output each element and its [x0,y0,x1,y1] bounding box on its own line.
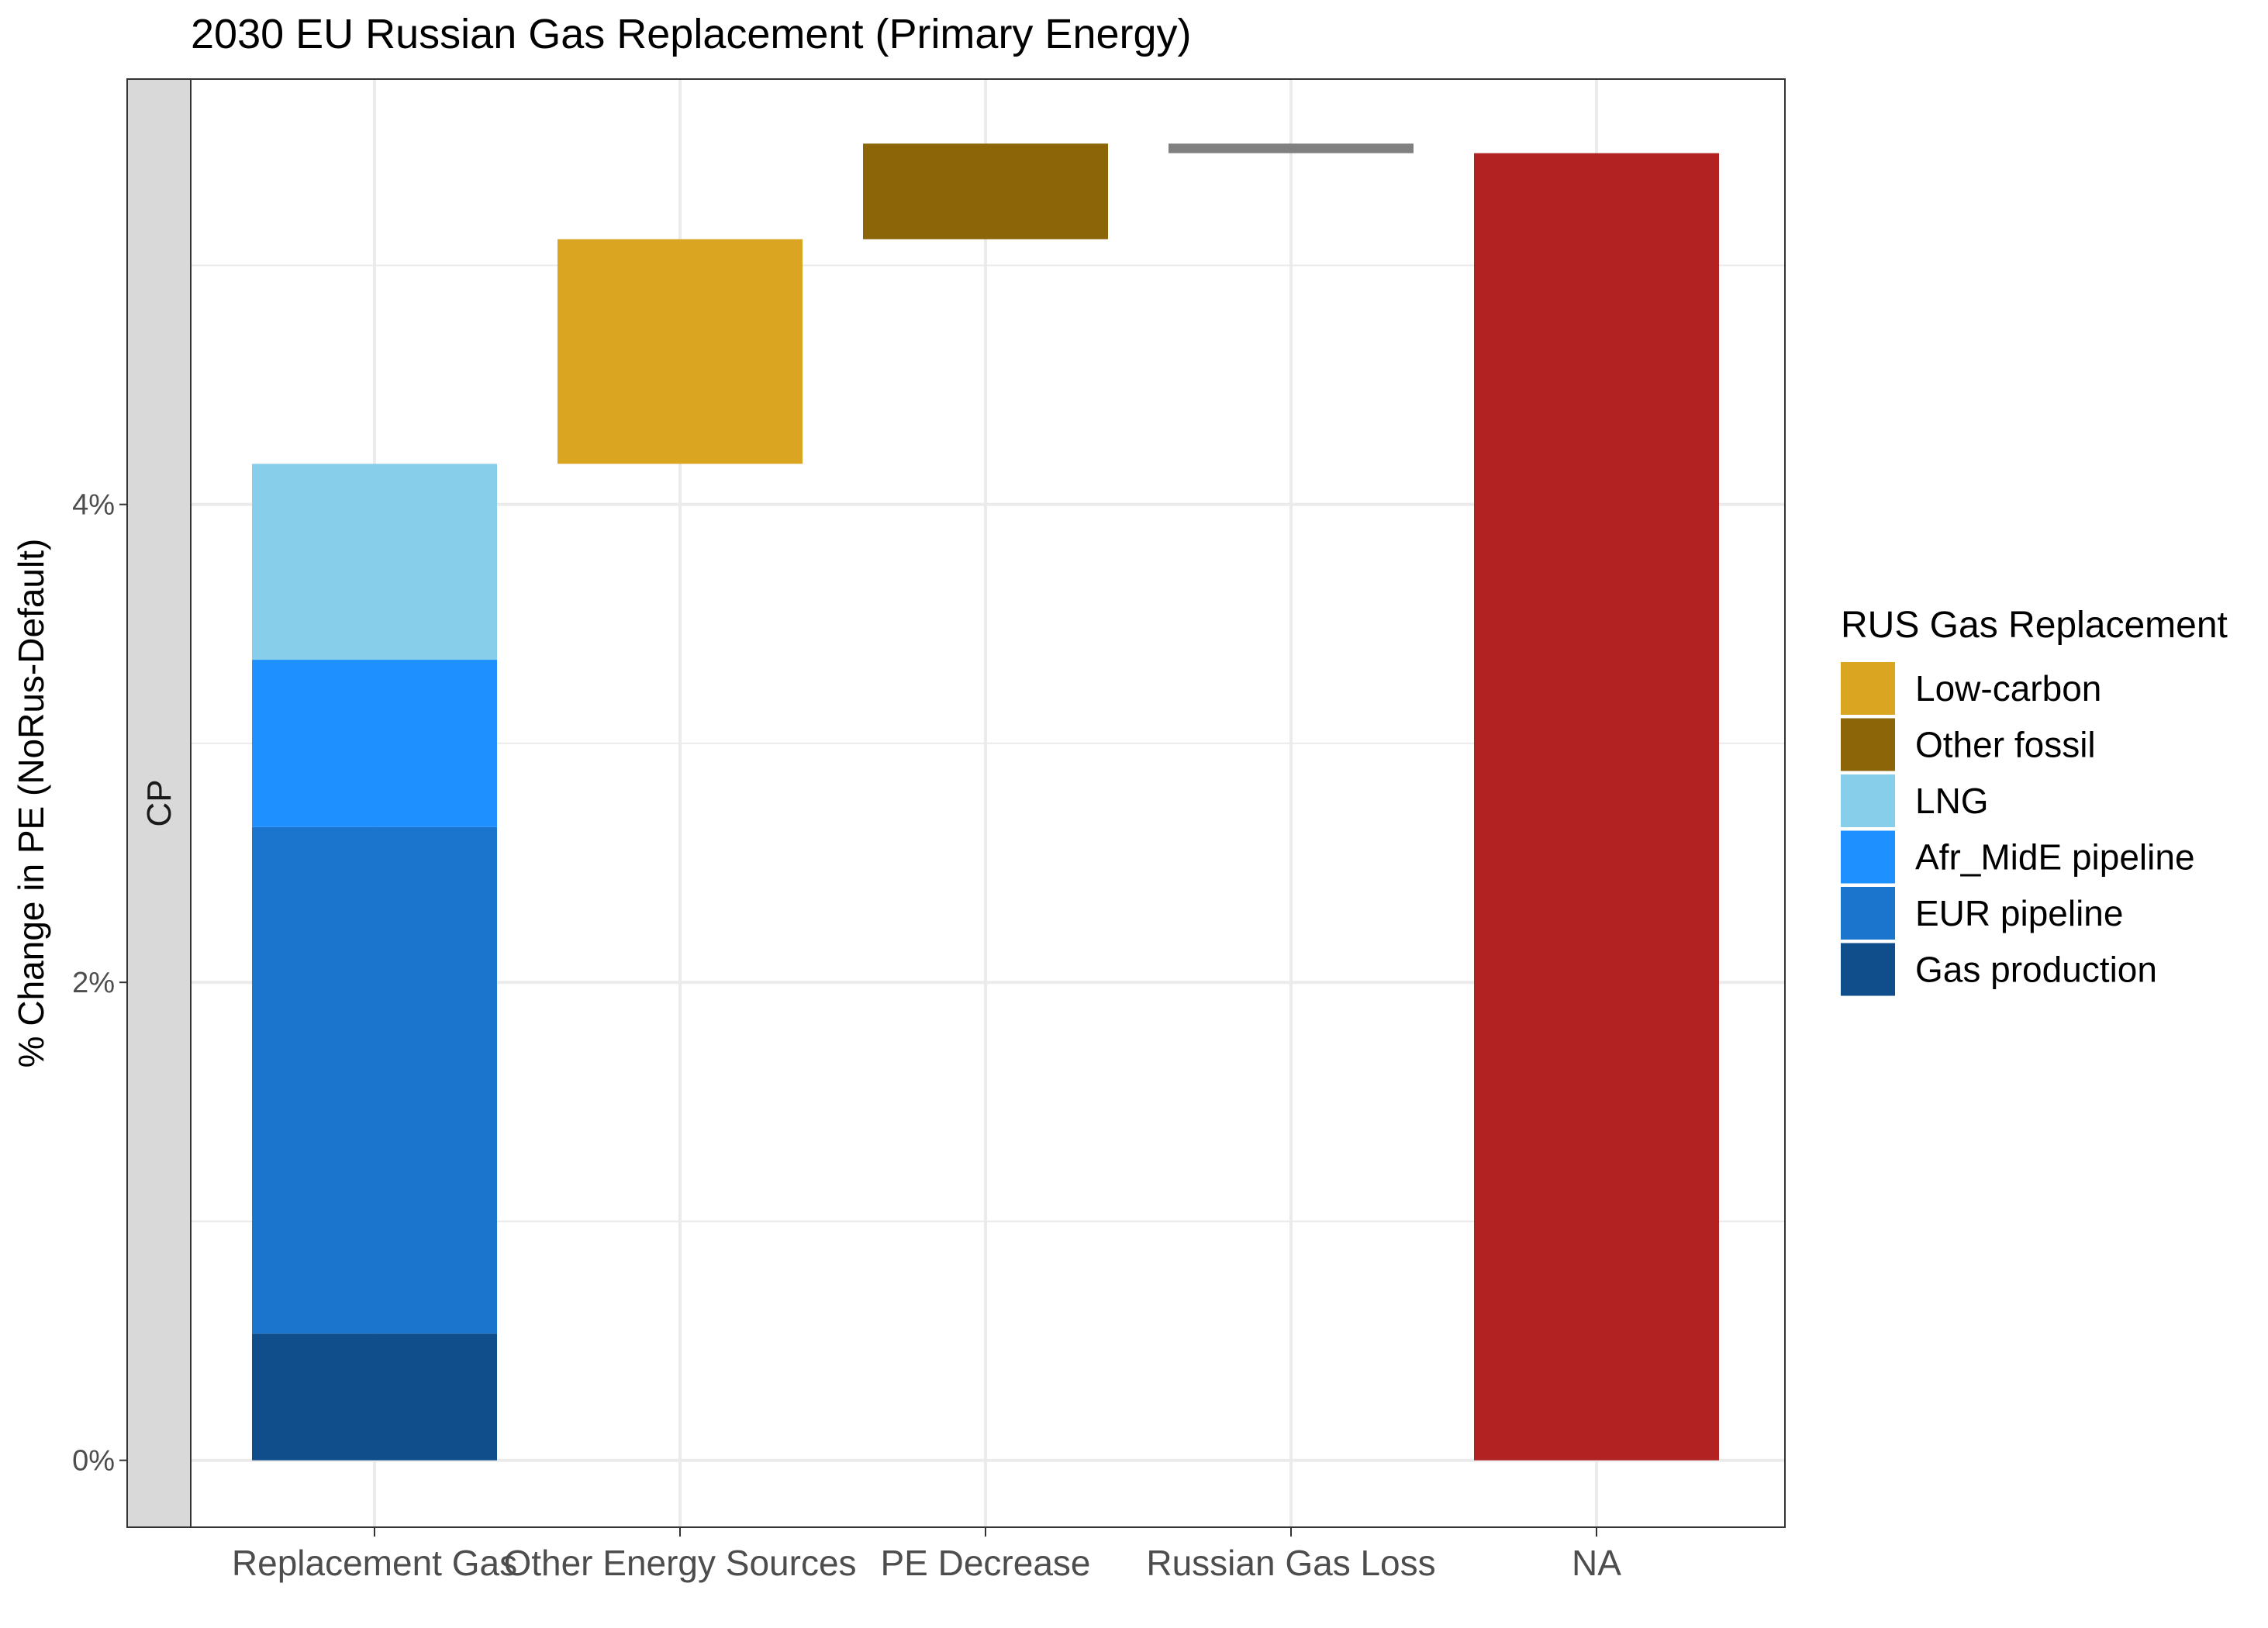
legend-label: Other fossil [1915,725,2096,765]
x-tick-label: Replacement Gas [232,1543,517,1583]
x-tick-label: Russian Gas Loss [1146,1543,1435,1583]
legend-label: EUR pipeline [1915,893,2123,933]
legend-title: RUS Gas Replacement [1841,605,2228,646]
legend-key [1841,774,1895,827]
bar-lng [252,464,497,661]
y-tick-label: 2% [72,967,115,999]
bar-na [1474,153,1719,1461]
legend: RUS Gas Replacement Low-carbon Other foss… [1841,605,2228,996]
legend-label: LNG [1915,781,1989,821]
x-tick-label: PE Decrease [880,1543,1090,1583]
legend-key [1841,662,1895,715]
legend-label: Low-carbon [1915,668,2101,709]
bar-other-fossil [863,143,1108,240]
bar-eur-pipeline [252,826,497,1334]
x-tick-label: NA [1572,1543,1621,1583]
y-axis: 0% 2% 4% [72,489,127,1478]
bar-russian-gas-loss [1169,143,1414,153]
y-tick-label: 0% [72,1445,115,1478]
x-tick-label: Other Energy Sources [503,1543,856,1583]
facet-strip-label: CP [140,779,178,826]
legend-label: Gas production [1915,950,2157,990]
chart-title: 2030 EU Russian Gas Replacement (Primary… [191,11,1192,57]
bar-low-carbon [558,239,803,464]
legend-label: Afr_MidE pipeline [1915,837,2195,878]
legend-key [1841,830,1895,884]
bar-afr-mide-pipeline [252,660,497,827]
legend-key [1841,943,1895,996]
bars [252,143,1719,1461]
y-tick-label: 4% [72,489,115,522]
legend-key [1841,887,1895,940]
y-axis-title: % Change in PE (NoRus-Default) [11,539,51,1068]
bar-gas-production [252,1333,497,1461]
facet-strip [126,78,192,1528]
legend-key [1841,718,1895,771]
